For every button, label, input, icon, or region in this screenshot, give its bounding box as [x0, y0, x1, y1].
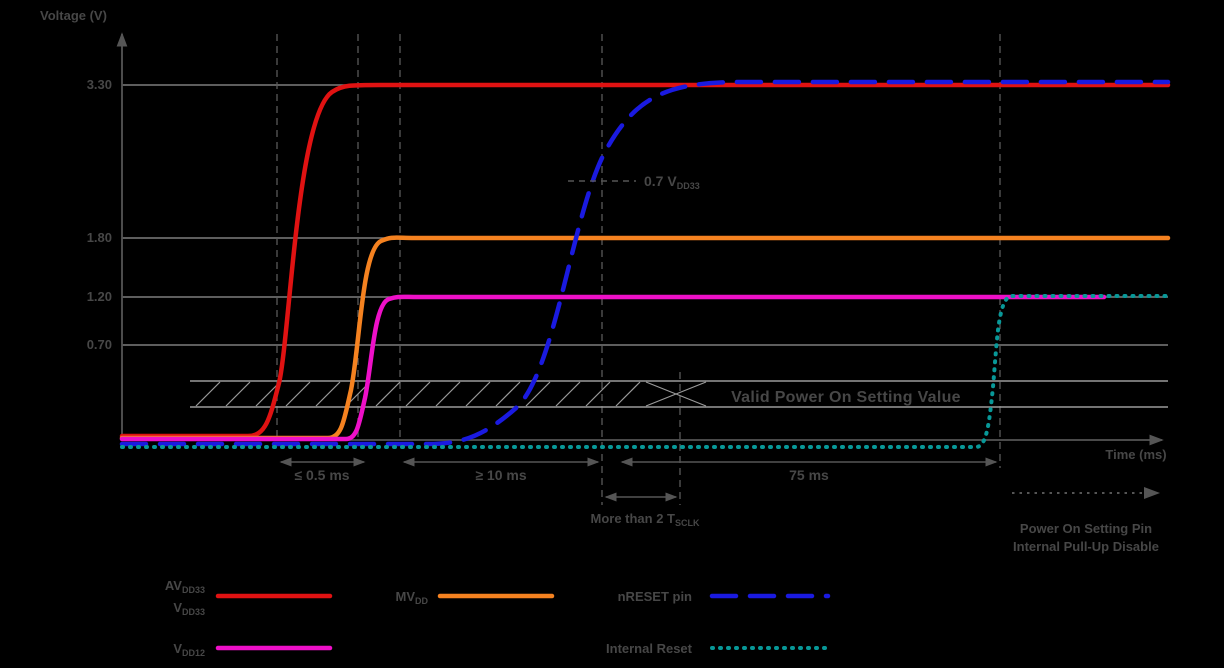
y-axis-title: Voltage (V) [40, 8, 107, 23]
pullup-disable-annotation: Power On Setting Pin Internal Pull-Up Di… [1012, 487, 1160, 554]
legend-internal-reset-label: Internal Reset [606, 641, 693, 656]
internal-reset-curve [120, 294, 1170, 449]
legend-avdd33-label: AVDD33 [165, 578, 205, 595]
legend-vdd12-label: VDD12 [173, 641, 205, 658]
mvdd-curve [119, 235, 1171, 441]
valid-setting-label: Valid Power On Setting Value [731, 389, 961, 406]
legend-vdd33-label: VDD33 [173, 600, 205, 617]
curves [119, 79, 1171, 449]
y-tick-0v7: 0.70 [87, 337, 112, 352]
span-75ms-label: 75 ms [789, 467, 829, 483]
threshold-annotation: 0.7 VDD33 [568, 173, 700, 191]
y-tick-1v2: 1.20 [87, 289, 112, 304]
y-tick-3v3: 3.30 [87, 77, 112, 92]
pullup-label-line2: Internal Pull-Up Disable [1013, 539, 1159, 554]
bus-transition-cross [645, 381, 707, 407]
valid-setting-band: Valid Power On Setting Value [190, 380, 1168, 408]
hatch-pattern [195, 381, 641, 407]
timing-spans: ≤ 0.5 ms ≥ 10 ms 75 ms More than 2 TSCLK [279, 457, 998, 528]
span-10ms-label: ≥ 10 ms [475, 467, 526, 483]
x-axis-title: Time (ms) [1105, 447, 1166, 462]
nreset-curve [119, 79, 1171, 447]
y-tick-1v8: 1.80 [87, 230, 112, 245]
legend: AVDD33 VDD33 MVDD nRESET pin VDD12 Inter… [165, 578, 831, 658]
legend-nreset-label: nRESET pin [618, 589, 692, 604]
threshold-label: 0.7 VDD33 [644, 173, 700, 191]
span-0p5ms-label: ≤ 0.5 ms [294, 467, 349, 483]
avdd33-curve [119, 82, 1171, 439]
vdd12-curve [119, 294, 1107, 442]
span-2tsclk-label: More than 2 TSCLK [590, 511, 700, 528]
pullup-label-line1: Power On Setting Pin [1020, 521, 1152, 536]
dashed-reference-lines [276, 34, 1001, 505]
legend-mvdd-label: MVDD [396, 589, 429, 606]
